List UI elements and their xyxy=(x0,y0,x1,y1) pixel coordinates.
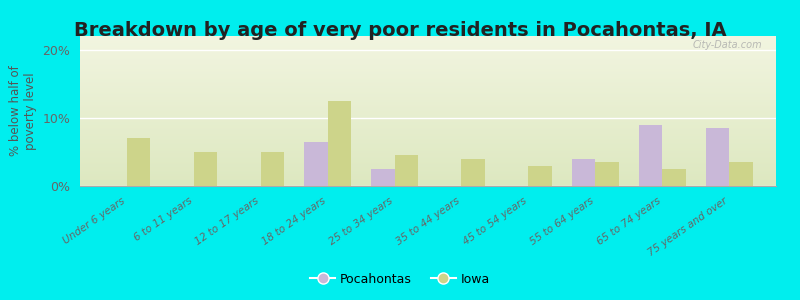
Bar xyxy=(194,152,217,186)
Legend: Pocahontas, Iowa: Pocahontas, Iowa xyxy=(305,268,495,291)
Bar xyxy=(662,169,686,186)
Bar xyxy=(528,166,552,186)
Bar xyxy=(706,128,729,186)
Bar xyxy=(394,155,418,186)
Bar xyxy=(639,124,662,186)
Bar xyxy=(304,142,328,186)
Bar xyxy=(127,138,150,186)
Bar xyxy=(572,159,595,186)
Y-axis label: % below half of
poverty level: % below half of poverty level xyxy=(9,66,37,156)
Text: City-Data.com: City-Data.com xyxy=(693,40,762,50)
Bar xyxy=(462,159,485,186)
Bar xyxy=(729,162,753,186)
Bar xyxy=(371,169,394,186)
Text: Breakdown by age of very poor residents in Pocahontas, IA: Breakdown by age of very poor residents … xyxy=(74,21,726,40)
Bar xyxy=(595,162,618,186)
Bar xyxy=(328,101,351,186)
Bar xyxy=(261,152,284,186)
